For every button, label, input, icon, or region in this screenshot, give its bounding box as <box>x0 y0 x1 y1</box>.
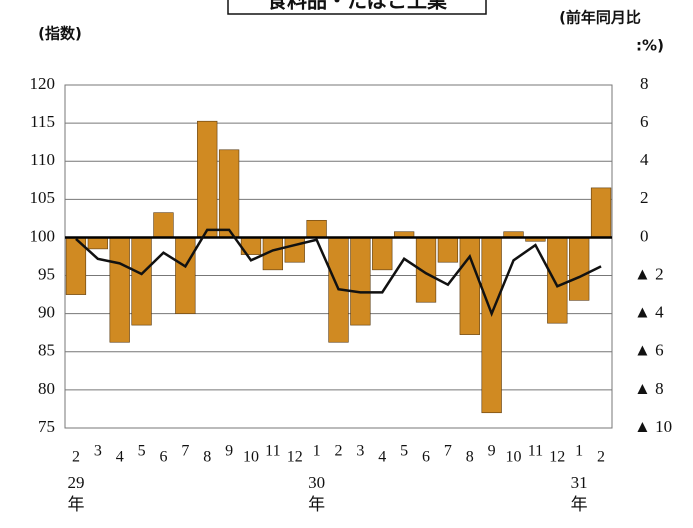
bar <box>87 237 108 250</box>
year-label: 29年 <box>67 473 85 514</box>
y2-tick-label: 4 <box>640 150 649 169</box>
x-tick-label: 7 <box>181 443 189 460</box>
bar <box>350 237 371 326</box>
y2-tick-label: 8 <box>640 74 649 93</box>
bar <box>547 237 568 324</box>
x-tick-label: 11 <box>265 443 280 460</box>
y-tick-label: 80 <box>38 379 55 398</box>
bar <box>481 237 502 414</box>
bar <box>569 237 590 301</box>
x-tick-label: 7 <box>444 443 452 460</box>
y2-tick-label: 2 <box>640 188 649 207</box>
year-label: 31年 <box>570 473 588 514</box>
y2-axis-label: :%) <box>636 37 664 55</box>
title-box <box>227 0 487 15</box>
y-tick-label: 110 <box>30 150 55 169</box>
x-tick-label: 2 <box>335 443 343 460</box>
year-label: 30年 <box>308 473 326 514</box>
x-tick-label: 12 <box>549 449 565 466</box>
y2-tick-label: ▲ 2 <box>634 264 664 283</box>
bar <box>131 237 152 326</box>
x-tick-label: 11 <box>528 443 543 460</box>
y-tick-label: 95 <box>38 264 55 283</box>
bar <box>284 237 305 263</box>
y2-tick-label: 0 <box>640 226 649 245</box>
y-tick-label: 75 <box>38 417 55 436</box>
x-tick-label: 3 <box>356 443 364 460</box>
bar <box>459 237 480 335</box>
y-tick-label: 100 <box>30 226 56 245</box>
x-tick-label: 2 <box>72 449 80 466</box>
y-tick-label: 85 <box>38 341 55 360</box>
y-tick-label: 120 <box>30 74 56 93</box>
chart-title: 食料品・たばこ工業 <box>267 0 448 13</box>
y2-tick-label: ▲ 4 <box>634 303 664 322</box>
y-axis-label: (指数) <box>38 25 82 43</box>
bar <box>197 120 218 238</box>
x-tick-label: 9 <box>225 443 233 460</box>
bar <box>153 212 174 238</box>
x-tick-label: 4 <box>378 449 386 466</box>
x-tick-label: 5 <box>138 443 146 460</box>
x-tick-label: 8 <box>203 449 211 466</box>
x-tick-label: 4 <box>116 449 124 466</box>
y-tick-label: 105 <box>30 188 56 207</box>
bar <box>218 149 240 238</box>
line <box>75 228 602 318</box>
y2-tick-label: 6 <box>640 112 649 131</box>
x-tick-label: 6 <box>159 449 167 466</box>
x-tick-label: 9 <box>488 443 496 460</box>
y2-tick-label: ▲ 8 <box>634 379 664 398</box>
x-tick-label: 2 <box>597 449 605 466</box>
y-tick-label: 90 <box>38 303 55 322</box>
bar <box>306 219 327 238</box>
x-tick-label: 3 <box>94 443 102 460</box>
x-tick-label: 12 <box>287 449 303 466</box>
y2-tick-label: ▲ 10 <box>634 417 672 436</box>
x-tick-label: 10 <box>243 449 259 466</box>
bar <box>175 237 196 314</box>
y-tick-label: 115 <box>30 112 55 131</box>
x-tick-label: 1 <box>313 443 321 460</box>
bar <box>437 237 459 263</box>
x-tick-label: 6 <box>422 449 430 466</box>
x-tick-label: 5 <box>400 443 408 460</box>
bar <box>372 237 393 271</box>
x-tick-label: 8 <box>466 449 474 466</box>
y2-tick-label: ▲ 6 <box>634 341 664 360</box>
y2-axis-label: (前年同月比 <box>559 9 641 27</box>
bar <box>590 187 612 238</box>
x-tick-label: 1 <box>575 443 583 460</box>
x-tick-label: 10 <box>506 449 522 466</box>
bar <box>109 237 130 343</box>
